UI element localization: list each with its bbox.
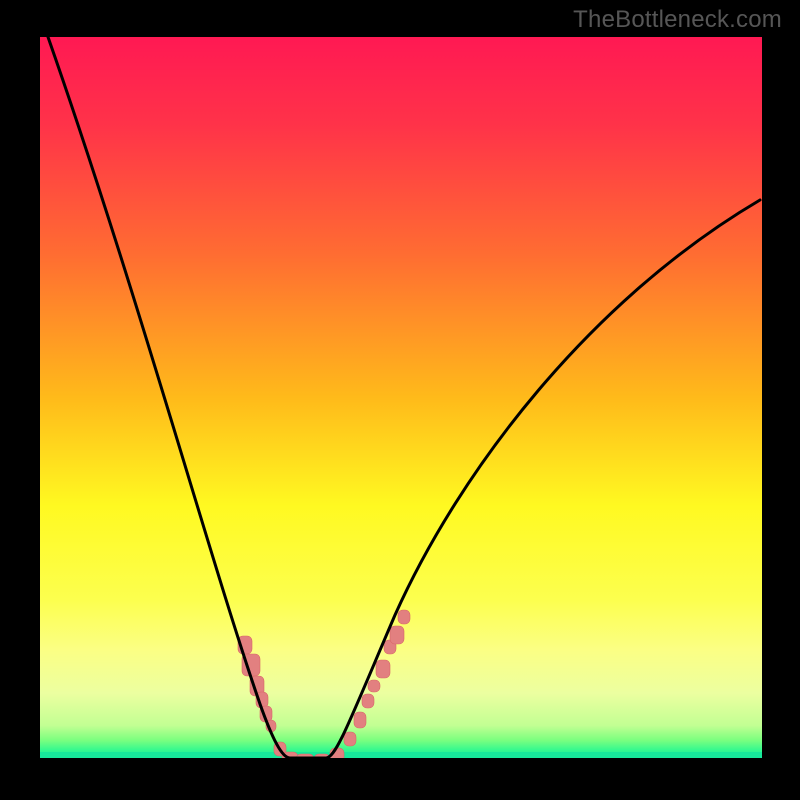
frame-left [0, 0, 40, 800]
baseline-strip [40, 752, 762, 758]
frame-bottom [0, 758, 800, 800]
bottleneck-chart-svg [0, 0, 800, 800]
data-marker [344, 732, 356, 746]
plot-background [40, 37, 762, 758]
data-marker [362, 694, 374, 708]
data-marker [368, 680, 380, 692]
data-marker [354, 712, 366, 728]
chart-container: TheBottleneck.com [0, 0, 800, 800]
data-marker [390, 626, 404, 644]
data-marker [376, 660, 390, 678]
frame-right [762, 0, 800, 800]
watermark-text: TheBottleneck.com [573, 6, 782, 34]
data-marker [398, 610, 410, 624]
